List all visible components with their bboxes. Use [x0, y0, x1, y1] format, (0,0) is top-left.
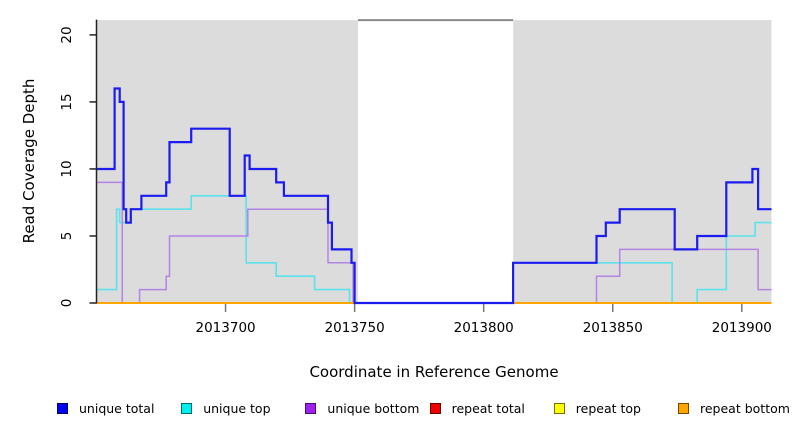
x-tick-label: 2013750: [324, 320, 385, 336]
y-tick-label: 0: [59, 298, 75, 308]
series-unique-total: [96, 87, 772, 305]
x-tick-label: 2013850: [582, 320, 643, 336]
series-unique-bottom: [96, 181, 772, 304]
x-tick-label: 2013900: [711, 320, 772, 336]
covered-region-panel-1: [96, 20, 358, 304]
covered-region-panel-2: [513, 20, 772, 304]
y-axis-title: Read Coverage Depth: [20, 78, 38, 244]
y-tick-label: 10: [59, 160, 75, 178]
x-tick-label: 2013700: [195, 320, 256, 336]
x-axis-title: Coordinate in Reference Genome: [309, 363, 559, 381]
x-tick-label: 2013800: [453, 320, 514, 336]
series-line: [96, 87, 772, 305]
y-tick-label: 5: [59, 231, 75, 241]
series-line: [96, 181, 772, 304]
y-tick-label: 15: [59, 93, 75, 111]
uncovered-gap-region: [357, 20, 514, 304]
y-tick-label: 20: [59, 26, 75, 44]
